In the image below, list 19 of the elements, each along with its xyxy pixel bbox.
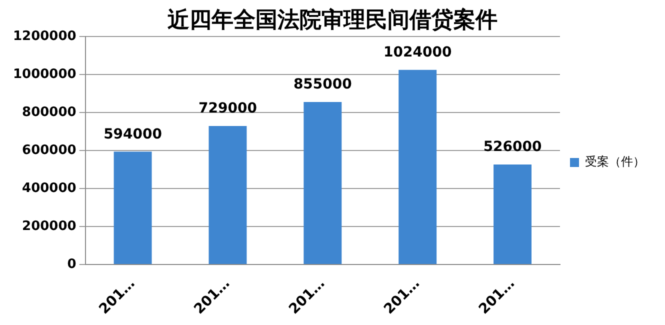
- y-tick-label: 600000: [22, 142, 76, 158]
- data-label: 594000: [104, 126, 162, 142]
- data-label: 1024000: [383, 44, 452, 61]
- bar: [304, 102, 342, 264]
- y-tick-label: 800000: [22, 104, 76, 120]
- y-tick-label: 400000: [22, 180, 76, 196]
- chart-title: 近四年全国法院审理民间借贷案件: [166, 6, 498, 33]
- bar: [208, 126, 247, 264]
- data-label: 729000: [198, 100, 258, 117]
- y-tick-label: 1200000: [12, 28, 76, 44]
- legend-label: 受案（件）: [585, 154, 645, 169]
- y-tick-label: 1000000: [12, 66, 76, 82]
- y-tick-label: 0: [67, 256, 76, 272]
- y-tick-label: 200000: [22, 218, 76, 234]
- data-label: 855000: [293, 76, 352, 93]
- bar: [114, 152, 152, 264]
- bar: [398, 70, 437, 264]
- bar: [494, 164, 532, 264]
- data-label: 526000: [483, 139, 542, 156]
